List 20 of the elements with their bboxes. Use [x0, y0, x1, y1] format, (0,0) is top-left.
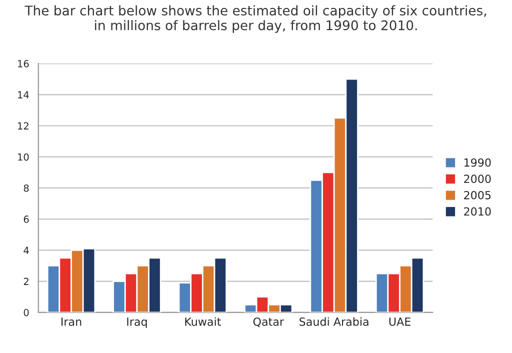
chart-title: The bar chart below shows the estimated oil capacity of six countries, in millions of barrels per day, from 1990 to 2010.	[24, 5, 486, 33]
legend-label: 2005	[464, 190, 491, 200]
legend-label: 2010	[464, 207, 491, 216]
legend-label: 1990	[464, 158, 491, 167]
x-tick-label: Iraq	[127, 318, 147, 328]
y-tick-label: 4	[24, 246, 29, 254]
y-tick-label: 6	[24, 216, 29, 223]
x-tick-label: Qatar	[253, 317, 284, 328]
y-tick-label: 8	[24, 184, 29, 192]
y-tick-label: 12	[18, 122, 28, 130]
y-tick-label: 16	[18, 60, 29, 68]
y-tick-label: 0	[24, 308, 29, 316]
x-tick-label: Saudi Arabia	[300, 317, 368, 326]
x-tick-label: UAE	[389, 318, 410, 326]
x-tick-label: Iran	[61, 318, 82, 326]
legend-label: 2000	[464, 174, 491, 184]
y-tick-label: 10	[18, 153, 29, 161]
y-tick-label: 14	[18, 91, 29, 98]
y-tick-label: 2	[24, 278, 28, 285]
x-tick-label: Kuwait	[185, 317, 221, 326]
